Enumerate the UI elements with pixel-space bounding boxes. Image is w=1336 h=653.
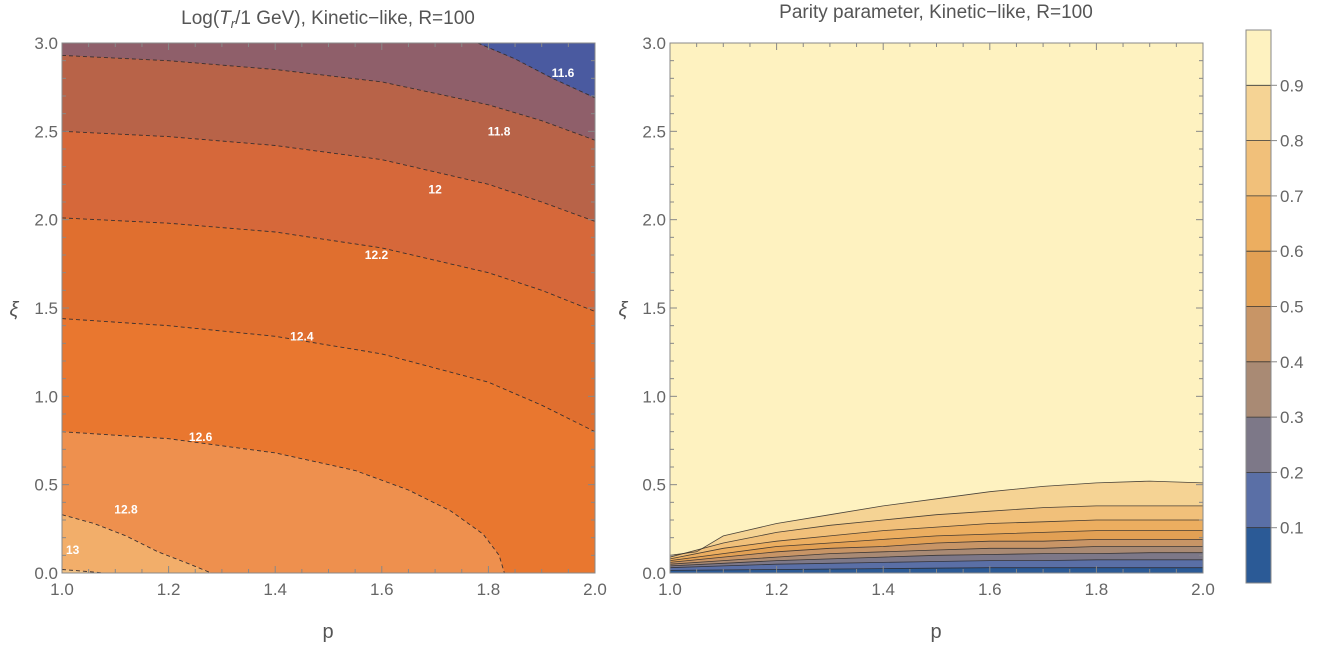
contour-label-11.6: 11.6 <box>552 66 575 80</box>
contour-label-12.6: 12.6 <box>189 430 213 444</box>
left-y-tick-label: 1.0 <box>34 387 58 406</box>
colorbar-tick-label: 0.4 <box>1280 353 1304 372</box>
left-x-tick-label: 2.0 <box>583 580 607 599</box>
right-x-tick-label: 1.2 <box>765 580 789 599</box>
left-x-tick-label: 1.2 <box>157 580 181 599</box>
colorbar-swatch <box>1246 472 1271 528</box>
colorbar-tick-label: 0.2 <box>1280 463 1304 482</box>
left-contour-plot: 13 12.8 12.6 12.4 12.2 12 11.8 11.6 1.0 1.2 1.4 1.6… <box>34 34 606 599</box>
right-y-tick-label: 1.5 <box>642 299 666 318</box>
left-x-tick-label: 1.6 <box>370 580 394 599</box>
colorbar-swatch <box>1246 141 1271 197</box>
colorbar-swatch <box>1246 251 1271 307</box>
right-y-tick-label: 1.0 <box>642 387 666 406</box>
contour-label-11.8: 11.8 <box>488 124 511 138</box>
right-y-tick-label: 0.5 <box>642 476 666 495</box>
right-x-tick-label: 1.8 <box>1085 580 1109 599</box>
right-chart-xlabel: p <box>930 621 941 643</box>
left-y-tick-label: 2.5 <box>34 122 58 141</box>
right-y-tick-label: 0.0 <box>642 564 666 583</box>
colorbar-swatch <box>1246 417 1271 473</box>
right-y-tick-label: 2.0 <box>642 211 666 230</box>
right-chart-title: Parity parameter, Kinetic−like, R=100 <box>779 2 1093 23</box>
left-x-tick-label: 1.8 <box>477 580 501 599</box>
left-y-tick-label: 0.5 <box>34 476 58 495</box>
left-chart-xlabel: p <box>322 621 333 643</box>
left-chart-title: Log(Tr/1 GeV), Kinetic−like, R=100 <box>181 8 475 31</box>
left-y-tick-label: 2.0 <box>34 211 58 230</box>
right-x-tick-label: 1.4 <box>871 580 895 599</box>
colorbar-swatch <box>1246 528 1271 584</box>
left-chart-ylabel: ξ <box>10 299 20 321</box>
left-y-tick-label: 1.5 <box>34 299 58 318</box>
contour-label-12.4: 12.4 <box>290 329 314 343</box>
contour-label-12: 12 <box>428 183 442 197</box>
contour-label-12.8: 12.8 <box>114 502 138 516</box>
right-x-tick-label: 2.0 <box>1191 580 1215 599</box>
colorbar-swatch <box>1246 196 1271 252</box>
left-y-tick-label: 0.0 <box>34 564 58 583</box>
colorbar-swatch <box>1246 30 1271 86</box>
right-chart-ylabel: ξ <box>619 299 629 321</box>
colorbar-swatch <box>1246 85 1271 141</box>
right-x-tick-label: 1.6 <box>978 580 1002 599</box>
colorbar-tick-label: 0.9 <box>1280 76 1304 95</box>
colorbar-tick-label: 0.7 <box>1280 187 1304 206</box>
colorbar-tick-label: 0.3 <box>1280 408 1304 427</box>
colorbar-tick-label: 0.1 <box>1280 519 1304 538</box>
colorbar: 0.1 0.2 0.3 0.4 0.5 0.6 0.7 0.8 0.9 <box>1246 30 1304 584</box>
left-x-tick-label: 1.4 <box>263 580 287 599</box>
colorbar-swatch <box>1246 307 1271 363</box>
colorbar-swatch <box>1246 362 1271 418</box>
right-y-tick-label: 2.5 <box>642 122 666 141</box>
right-contour-plot: 1.0 1.2 1.4 1.6 1.8 2.00.00.51.01.52.02.53.0 <box>642 34 1214 599</box>
right-y-tick-label: 3.0 <box>642 34 666 53</box>
colorbar-tick-label: 0.8 <box>1280 132 1304 151</box>
contour-label-12.2: 12.2 <box>365 248 389 262</box>
left-y-tick-label: 3.0 <box>34 34 58 53</box>
colorbar-tick-label: 0.5 <box>1280 298 1304 317</box>
colorbar-tick-label: 0.6 <box>1280 242 1304 261</box>
contour-label-13: 13 <box>66 543 80 557</box>
